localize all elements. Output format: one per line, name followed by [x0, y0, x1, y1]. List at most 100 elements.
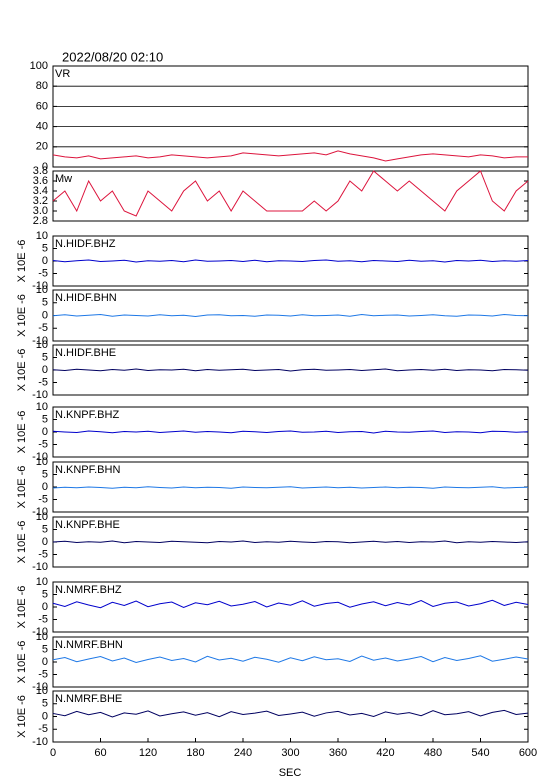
trace [52, 259, 529, 263]
y-tick-label: -10 [32, 280, 48, 292]
y-tick-label: 60 [36, 100, 48, 112]
x-tick-label: 120 [139, 747, 157, 759]
y-tick-label: -10 [32, 736, 48, 748]
y-tick-label: 5 [42, 351, 48, 363]
y-axis-label: X 10E -6 [16, 240, 28, 283]
y-tick-label: -10 [32, 451, 48, 463]
y-tick-label: 40 [36, 121, 48, 133]
y-tick-label: 10 [36, 230, 48, 242]
panel-label: N.HIDF.BHN [55, 292, 117, 304]
y-tick-label: 5 [42, 643, 48, 655]
x-axis-label: SEC [279, 767, 302, 779]
trace [52, 486, 529, 489]
y-tick-label: 10 [36, 511, 48, 523]
panel-frame [52, 690, 529, 743]
y-tick-label: -10 [32, 389, 48, 401]
y-tick-label: 0 [42, 481, 48, 493]
y-tick-label: 5 [42, 242, 48, 254]
y-tick-label: 3.2 [33, 195, 48, 207]
y-tick-label: 3.8 [33, 165, 48, 177]
y-tick-label: 0 [42, 426, 48, 438]
trace [52, 150, 528, 162]
trace [52, 430, 529, 434]
panel-label: VR [55, 68, 70, 80]
y-tick-label: 10 [36, 284, 48, 296]
y-axis-label: X 10E -6 [16, 411, 28, 454]
y-axis-label: X 10E -6 [16, 294, 28, 337]
y-tick-label: -10 [32, 626, 48, 638]
y-tick-label: 10 [36, 576, 48, 588]
y-tick-label: -10 [32, 506, 48, 518]
panel-label: Mw [55, 173, 72, 185]
trace [52, 599, 529, 609]
x-tick-label: 420 [376, 747, 394, 759]
y-tick-label: 5 [42, 698, 48, 710]
y-tick-label: 0 [42, 656, 48, 668]
panel-frame [52, 289, 529, 342]
trace [52, 313, 529, 318]
y-tick-label: -5 [38, 267, 48, 279]
y-tick-label: 0 [42, 710, 48, 722]
panel-label: N.NMRF.BHN [55, 639, 123, 651]
trace [52, 655, 529, 664]
panel-frame [52, 581, 529, 633]
y-axis-label: X 10E -6 [16, 349, 28, 392]
y-tick-label: 0 [42, 536, 48, 548]
trace [52, 709, 529, 718]
y-tick-label: -10 [32, 681, 48, 693]
panel-label: N.NMRF.BHE [55, 693, 122, 705]
y-tick-label: -5 [38, 322, 48, 334]
y-axis-label: X 10E -6 [16, 641, 28, 684]
y-tick-label: -10 [32, 335, 48, 347]
y-axis-label: X 10E -6 [16, 521, 28, 564]
panel-label: N.KNPF.BHN [55, 464, 120, 476]
panel-frame [52, 170, 529, 222]
y-tick-label: 3.4 [33, 185, 48, 197]
panel-label: N.NMRF.BHZ [55, 584, 122, 596]
x-tick-label: 60 [94, 747, 106, 759]
y-tick-label: -5 [38, 376, 48, 388]
y-tick-label: 80 [36, 80, 48, 92]
panel-label: N.KNPF.BHZ [55, 409, 119, 421]
y-tick-label: 10 [36, 631, 48, 643]
panel-frame [52, 65, 529, 168]
y-tick-label: 100 [30, 60, 48, 72]
x-tick-label: 540 [471, 747, 489, 759]
x-tick-label: 360 [329, 747, 347, 759]
panel-label: N.KNPF.BHE [55, 519, 120, 531]
x-tick-label: 600 [519, 747, 537, 759]
y-tick-label: -10 [32, 561, 48, 573]
x-tick-label: 480 [424, 747, 442, 759]
x-tick-label: 240 [234, 747, 252, 759]
chart-title: 2022/08/20 02:10 [62, 49, 163, 64]
y-tick-label: 0 [42, 364, 48, 376]
y-tick-label: 20 [36, 141, 48, 153]
y-tick-label: 2.8 [33, 215, 48, 227]
y-tick-label: 0 [42, 309, 48, 321]
x-tick-label: 300 [281, 747, 299, 759]
y-axis-label: X 10E -6 [16, 695, 28, 738]
trace [52, 170, 529, 217]
trace [52, 368, 529, 372]
y-tick-label: 5 [42, 413, 48, 425]
y-tick-label: 5 [42, 523, 48, 535]
y-tick-label: 3.6 [33, 175, 48, 187]
y-tick-label: 10 [36, 685, 48, 697]
y-tick-label: -5 [38, 438, 48, 450]
panel-label: N.HIDF.BHE [55, 347, 116, 359]
y-tick-label: 10 [36, 456, 48, 468]
y-tick-label: 0 [42, 255, 48, 267]
y-tick-label: 3.0 [33, 205, 48, 217]
x-tick-label: 0 [50, 747, 56, 759]
trace [52, 540, 529, 544]
y-tick-label: 5 [42, 588, 48, 600]
panel-label: N.HIDF.BHZ [55, 238, 116, 250]
y-tick-label: 5 [42, 297, 48, 309]
y-tick-label: -5 [38, 668, 48, 680]
x-tick-label: 180 [186, 747, 204, 759]
panel-frame [52, 516, 529, 568]
y-tick-label: -5 [38, 493, 48, 505]
y-tick-label: 10 [36, 339, 48, 351]
y-axis-label: X 10E -6 [16, 466, 28, 509]
